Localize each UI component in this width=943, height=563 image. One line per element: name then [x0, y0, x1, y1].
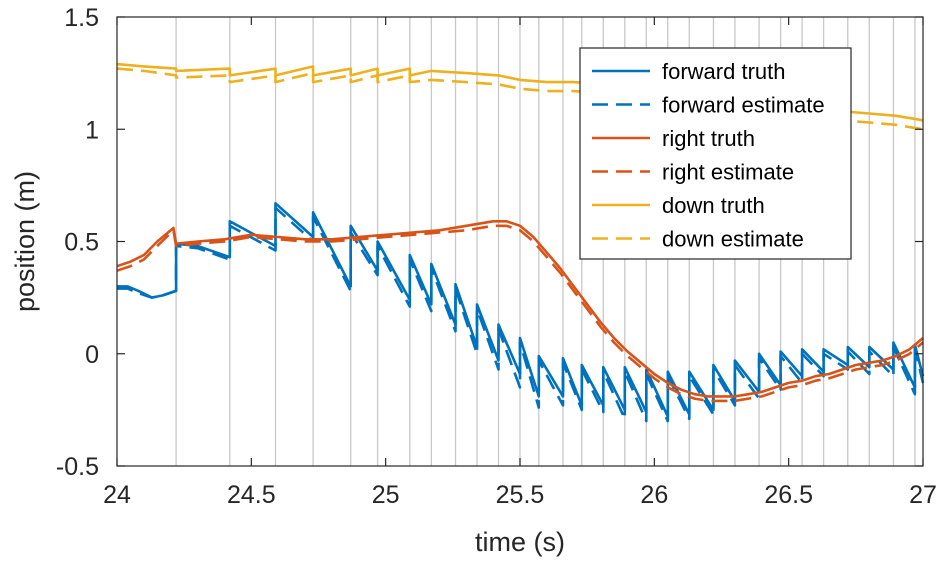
x-tick-labels: 24 24.5 25 25.5 26 26.5 27	[103, 481, 937, 509]
legend-label-5: down estimate	[662, 227, 804, 252]
x-tick-label-5: 26.5	[764, 481, 813, 509]
y-axis-label: position (m)	[10, 171, 40, 312]
y-tick-label-1: 0	[85, 341, 99, 369]
x-tick-label-4: 26	[640, 481, 668, 509]
legend: forward truth forward estimate right truth…	[579, 47, 852, 260]
legend-label-2: right truth	[662, 126, 755, 151]
x-tick-label-2: 25	[372, 481, 400, 509]
x-tick-label-0: 24	[103, 481, 131, 509]
axis-ticks	[116, 16, 924, 467]
legend-label-3: right estimate	[662, 160, 794, 185]
x-tick-label-6: 27	[909, 481, 937, 509]
x-tick-label-1: 24.5	[227, 481, 276, 509]
series-line-forward-truth	[117, 202, 925, 418]
legend-label-4: down truth	[662, 193, 765, 218]
legend-box	[579, 47, 852, 260]
y-tick-label-4: 1.5	[64, 4, 99, 32]
legend-label-0: forward truth	[662, 59, 786, 84]
x-axis-label: time (s)	[475, 527, 565, 557]
x-tick-label-3: 25.5	[496, 481, 545, 509]
series-line-forward-estimate	[117, 206, 925, 423]
y-tick-labels: -0.5 0 0.5 1 1.5	[56, 4, 99, 481]
y-tick-label-3: 1	[85, 116, 99, 144]
y-tick-label-0: -0.5	[56, 453, 99, 481]
legend-label-1: forward estimate	[662, 93, 825, 118]
series-line-right-estimate	[116, 224, 924, 403]
y-tick-label-2: 0.5	[64, 229, 99, 257]
series-line-right-truth	[116, 220, 924, 398]
